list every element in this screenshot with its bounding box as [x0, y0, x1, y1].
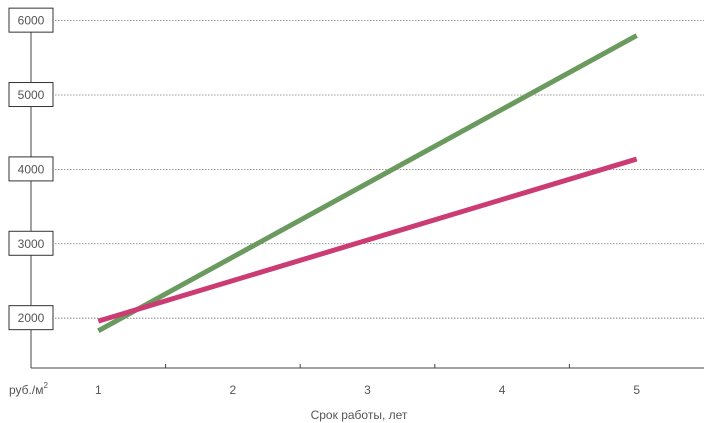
y-tick-2000: 2000 [8, 305, 54, 331]
y-tick-box [8, 82, 54, 108]
x-tick-label-1: 1 [95, 383, 102, 397]
y-tick-box [8, 156, 54, 182]
y-tick-6000: 6000 [8, 7, 54, 33]
y-tick-4000: 4000 [8, 156, 54, 182]
y-tick-label: 5000 [18, 88, 45, 102]
x-tick-marks [165, 364, 570, 368]
x-tick-labels: 1 2 3 4 5 [95, 383, 640, 397]
series-layer [97, 33, 638, 334]
x-tick-label-2: 2 [230, 383, 237, 397]
x-tick-label-4: 4 [499, 383, 506, 397]
x-axis-title: Срок работы, лет [311, 408, 408, 422]
y-tick-box [8, 230, 54, 256]
y-tick-5000: 5000 [8, 82, 54, 108]
x-tick-label-3: 3 [364, 383, 371, 397]
y-tick-label: 6000 [18, 14, 45, 28]
y-tick-label: 4000 [18, 162, 45, 176]
y-tick-label: 2000 [18, 311, 45, 325]
y-tick-box [8, 305, 54, 331]
y-tick-3000: 3000 [8, 230, 54, 256]
y-tick-box [8, 7, 54, 33]
grid-lines [31, 20, 704, 319]
y-unit-text: руб./м [9, 383, 43, 397]
y-unit-superscript: 2 [43, 381, 48, 390]
series-line-2 [97, 156, 638, 324]
series-line-1 [97, 33, 638, 334]
y-tick-label: 3000 [18, 237, 45, 251]
x-tick-label-5: 5 [633, 383, 640, 397]
y-tick-labels: 2000 3000 4000 5000 6000 [8, 7, 54, 331]
y-unit-label: руб./м2 [9, 381, 48, 397]
